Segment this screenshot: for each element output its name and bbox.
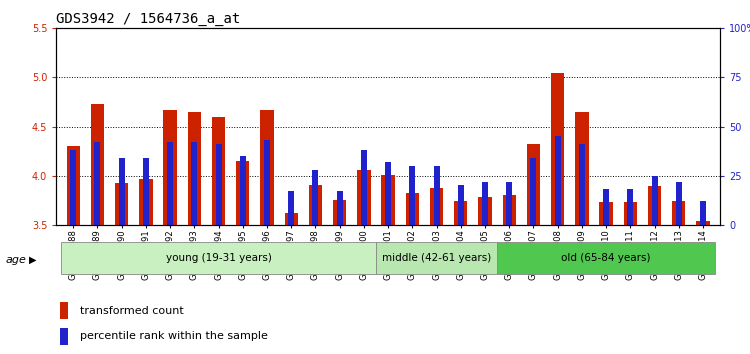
Bar [478,197,492,225]
Bar [309,185,322,225]
Bar [361,150,367,225]
Bar [337,192,343,225]
Bar [526,144,540,225]
Bar [599,202,613,225]
Bar [236,161,250,225]
Bar [551,73,564,225]
Bar [94,142,100,225]
Bar [188,112,201,225]
Bar [575,112,589,225]
Bar [555,136,561,225]
Bar [284,213,298,225]
Bar [497,242,716,274]
Bar [167,142,173,225]
Text: GDS3942 / 1564736_a_at: GDS3942 / 1564736_a_at [56,12,241,27]
Bar [506,182,512,225]
Bar [530,158,536,225]
Bar [67,146,80,225]
Bar [240,156,246,225]
Bar [430,188,443,225]
Text: ▶: ▶ [28,255,36,265]
Bar [579,144,585,225]
Bar [118,158,124,225]
Bar [60,302,68,319]
Text: age: age [6,255,27,265]
Bar [672,201,686,225]
Bar [406,193,419,225]
Bar [454,201,467,225]
Bar [697,221,709,225]
Text: transformed count: transformed count [80,306,184,316]
Bar [215,144,221,225]
Bar [60,328,68,345]
Bar [382,175,394,225]
Bar [700,201,706,225]
Text: young (19-31 years): young (19-31 years) [166,253,272,263]
Bar [410,166,416,225]
Bar [624,202,637,225]
Bar [142,158,149,225]
Bar [313,170,319,225]
Bar [212,117,225,225]
Bar [503,195,516,225]
Text: percentile rank within the sample: percentile rank within the sample [80,331,268,341]
Bar [264,140,270,225]
Bar [458,185,464,225]
Bar [433,166,439,225]
Bar [164,110,177,225]
Bar [652,176,658,225]
Bar [191,142,197,225]
Bar [61,242,376,274]
Bar [357,170,370,225]
Bar [648,187,662,225]
Bar [333,200,346,225]
Text: old (65-84 years): old (65-84 years) [562,253,651,263]
Bar [376,242,497,274]
Bar [91,104,104,225]
Bar [115,183,128,225]
Bar [627,189,634,225]
Bar [676,182,682,225]
Bar [260,110,274,225]
Bar [140,179,152,225]
Bar [482,182,488,225]
Bar [603,189,609,225]
Bar [70,150,76,225]
Bar [288,192,294,225]
Text: middle (42-61 years): middle (42-61 years) [382,253,491,263]
Bar [385,162,392,225]
